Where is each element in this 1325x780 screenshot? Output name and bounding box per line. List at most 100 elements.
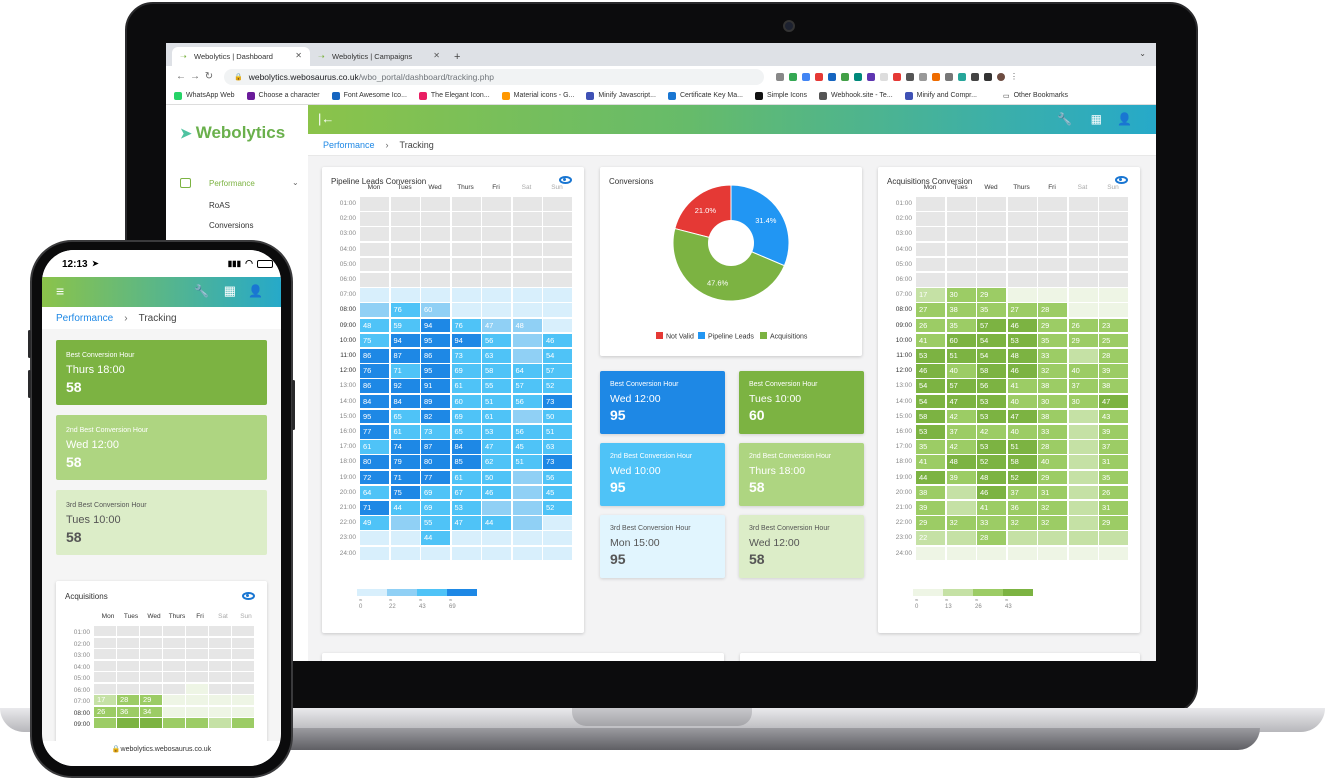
heatmap-cell[interactable] [94, 649, 116, 659]
heatmap-cell[interactable] [1068, 455, 1098, 470]
heatmap-cell[interactable] [1099, 197, 1128, 211]
heatmap-cell[interactable]: 69 [451, 409, 481, 424]
heatmap-cell[interactable] [451, 212, 481, 226]
heatmap-cell[interactable]: 86 [360, 379, 389, 394]
heatmap-cell[interactable] [543, 212, 572, 226]
heatmap-cell[interactable]: 29 [977, 288, 1006, 302]
heatmap-cell[interactable] [209, 660, 231, 671]
heatmap-cell[interactable]: 76 [390, 303, 420, 318]
heatmap-cell[interactable] [512, 257, 542, 272]
heatmap-cell[interactable]: 94 [421, 318, 450, 333]
tab-search-chevron-icon[interactable]: ⌄ [1139, 49, 1146, 58]
heatmap-cell[interactable] [1038, 227, 1067, 242]
heatmap-cell[interactable] [1068, 257, 1098, 272]
heatmap-cell[interactable]: 85 [451, 455, 481, 470]
heatmap-cell[interactable] [390, 212, 420, 226]
heatmap-cell[interactable]: 73 [451, 349, 481, 363]
heatmap-cell[interactable]: 35 [1038, 333, 1067, 348]
heatmap-cell[interactable] [1068, 273, 1098, 287]
heatmap-cell[interactable]: 42 [977, 425, 1006, 439]
heatmap-cell[interactable]: 77 [360, 425, 389, 439]
close-tab-icon[interactable]: ✕ [295, 51, 302, 60]
heatmap-cell[interactable] [1068, 227, 1098, 242]
heatmap-cell[interactable]: 60 [451, 394, 481, 409]
heatmap-cell[interactable]: 46 [1007, 364, 1037, 378]
heatmap-cell[interactable]: 71 [390, 364, 420, 378]
heatmap-cell[interactable]: 51 [946, 349, 976, 363]
heatmap-cell[interactable]: 61 [360, 440, 389, 454]
heatmap-cell[interactable]: 26 [1099, 485, 1128, 500]
heatmap-cell[interactable] [390, 516, 420, 530]
bookmark-item[interactable]: Certificate Key Ma... [667, 91, 743, 100]
heatmap-cell[interactable] [117, 683, 139, 694]
heatmap-cell[interactable] [163, 649, 185, 659]
heatmap-cell[interactable] [117, 718, 139, 728]
heatmap-cell[interactable] [94, 660, 116, 671]
heatmap-cell[interactable]: 29 [1099, 516, 1128, 530]
heatmap-cell[interactable]: 28 [1038, 440, 1067, 454]
heatmap-cell[interactable] [946, 242, 976, 257]
heatmap-cell[interactable] [360, 546, 389, 561]
heatmap-cell[interactable] [163, 695, 185, 705]
heatmap-cell[interactable] [543, 546, 572, 561]
heatmap-cell[interactable] [232, 626, 254, 636]
heatmap-cell[interactable] [1007, 242, 1037, 257]
close-tab-icon[interactable]: ✕ [433, 51, 440, 60]
heatmap-cell[interactable] [209, 718, 231, 728]
extension-icon[interactable] [828, 72, 836, 81]
heatmap-cell[interactable]: 37 [1068, 379, 1098, 394]
heatmap-cell[interactable] [186, 649, 208, 659]
heatmap-cell[interactable] [1007, 257, 1037, 272]
other-bookmarks[interactable]: ▭ Other Bookmarks [1003, 92, 1068, 100]
heatmap-cell[interactable]: 79 [390, 455, 420, 470]
heatmap-cell[interactable]: 29 [140, 695, 162, 705]
heatmap-cell[interactable] [977, 546, 1006, 561]
heatmap-cell[interactable]: 32 [1038, 516, 1067, 530]
heatmap-cell[interactable]: 54 [916, 379, 945, 394]
heatmap-cell[interactable]: 35 [946, 318, 976, 333]
heatmap-cell[interactable]: 17 [916, 288, 945, 302]
dashboard-grid-icon[interactable]: ▦ [1090, 112, 1102, 126]
heatmap-cell[interactable]: 41 [977, 501, 1006, 515]
heatmap-cell[interactable]: 46 [977, 485, 1006, 500]
heatmap-cell[interactable]: 43 [1099, 409, 1128, 424]
heatmap-cell[interactable] [94, 683, 116, 694]
heatmap-cell[interactable] [916, 242, 945, 257]
heatmap-cell[interactable] [512, 212, 542, 226]
heatmap-cell[interactable]: 56 [482, 333, 511, 348]
heatmap-cell[interactable]: 46 [1007, 318, 1037, 333]
heatmap-cell[interactable] [1068, 516, 1098, 530]
heatmap-cell[interactable]: 41 [916, 333, 945, 348]
heatmap-cell[interactable]: 60 [421, 303, 450, 318]
heatmap-cell[interactable]: 74 [390, 440, 420, 454]
extension-icon[interactable] [854, 72, 862, 81]
extension-icon[interactable] [958, 72, 966, 81]
sidebar-item-roas[interactable]: RoAS [209, 201, 230, 210]
extension-icon[interactable] [880, 72, 888, 81]
heatmap-cell[interactable] [543, 303, 572, 318]
heatmap-cell[interactable] [482, 273, 511, 287]
heatmap-cell[interactable] [186, 718, 208, 728]
heatmap-cell[interactable] [916, 227, 945, 242]
heatmap-cell[interactable] [543, 288, 572, 302]
heatmap-cell[interactable] [421, 197, 450, 211]
heatmap-cell[interactable]: 75 [390, 485, 420, 500]
heatmap-cell[interactable]: 48 [1007, 349, 1037, 363]
extension-icon[interactable] [867, 72, 875, 81]
heatmap-cell[interactable] [390, 273, 420, 287]
heatmap-cell[interactable]: 27 [1007, 303, 1037, 318]
heatmap-cell[interactable] [163, 706, 185, 717]
heatmap-cell[interactable]: 84 [390, 394, 420, 409]
extension-icon[interactable] [893, 72, 901, 81]
heatmap-cell[interactable] [946, 531, 976, 546]
heatmap-cell[interactable] [421, 546, 450, 561]
heatmap-cell[interactable]: 46 [543, 333, 572, 348]
extension-icon[interactable] [815, 72, 823, 81]
bookmark-item[interactable]: Material icons - G... [501, 91, 574, 100]
heatmap-cell[interactable] [1099, 212, 1128, 226]
heatmap-cell[interactable] [360, 531, 389, 546]
heatmap-cell[interactable]: 35 [1099, 470, 1128, 485]
heatmap-cell[interactable]: 53 [1007, 333, 1037, 348]
heatmap-cell[interactable]: 52 [543, 501, 572, 515]
extension-icon[interactable] [945, 72, 953, 81]
